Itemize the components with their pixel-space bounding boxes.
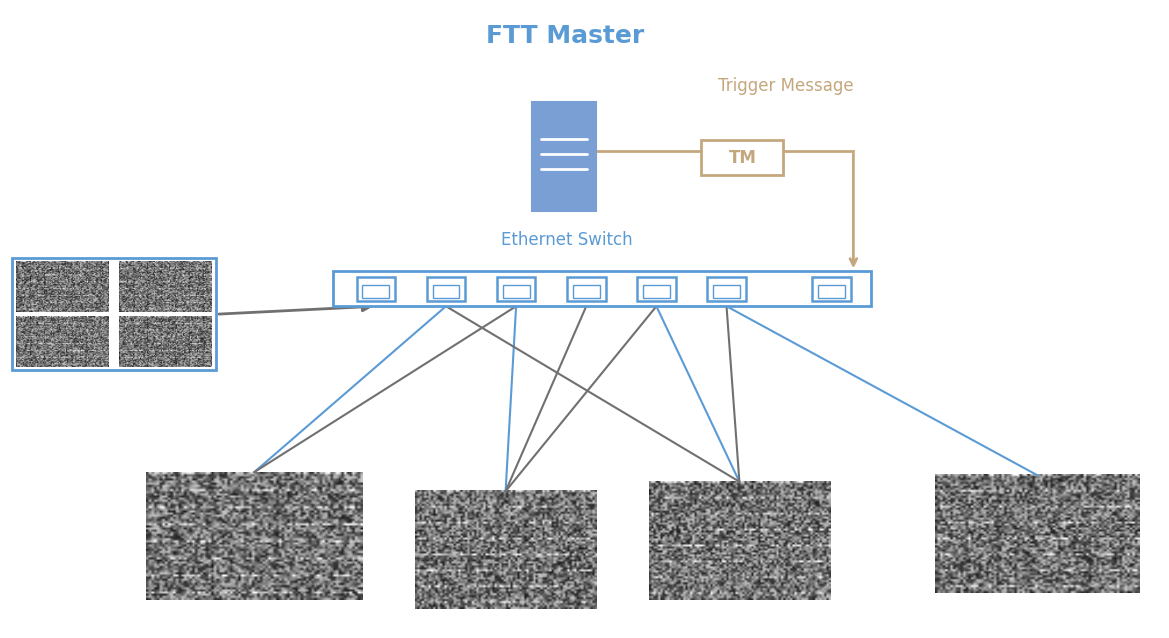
FancyBboxPatch shape [637,277,676,301]
FancyBboxPatch shape [812,277,851,301]
Text: Trigger Message: Trigger Message [718,77,853,95]
FancyBboxPatch shape [427,277,465,301]
FancyBboxPatch shape [433,285,459,299]
FancyBboxPatch shape [12,258,216,370]
FancyBboxPatch shape [713,285,740,299]
Text: Ethernet Switch: Ethernet Switch [502,231,632,249]
FancyBboxPatch shape [503,285,530,299]
FancyBboxPatch shape [362,285,389,299]
Text: FTT Master: FTT Master [485,24,644,48]
Text: TM: TM [728,149,756,167]
FancyBboxPatch shape [573,285,600,299]
FancyBboxPatch shape [643,285,670,299]
FancyBboxPatch shape [701,140,783,175]
FancyBboxPatch shape [333,271,871,306]
FancyBboxPatch shape [357,277,395,301]
FancyBboxPatch shape [497,277,535,301]
FancyBboxPatch shape [818,285,845,299]
FancyBboxPatch shape [707,277,746,301]
FancyBboxPatch shape [532,102,596,211]
FancyBboxPatch shape [567,277,606,301]
